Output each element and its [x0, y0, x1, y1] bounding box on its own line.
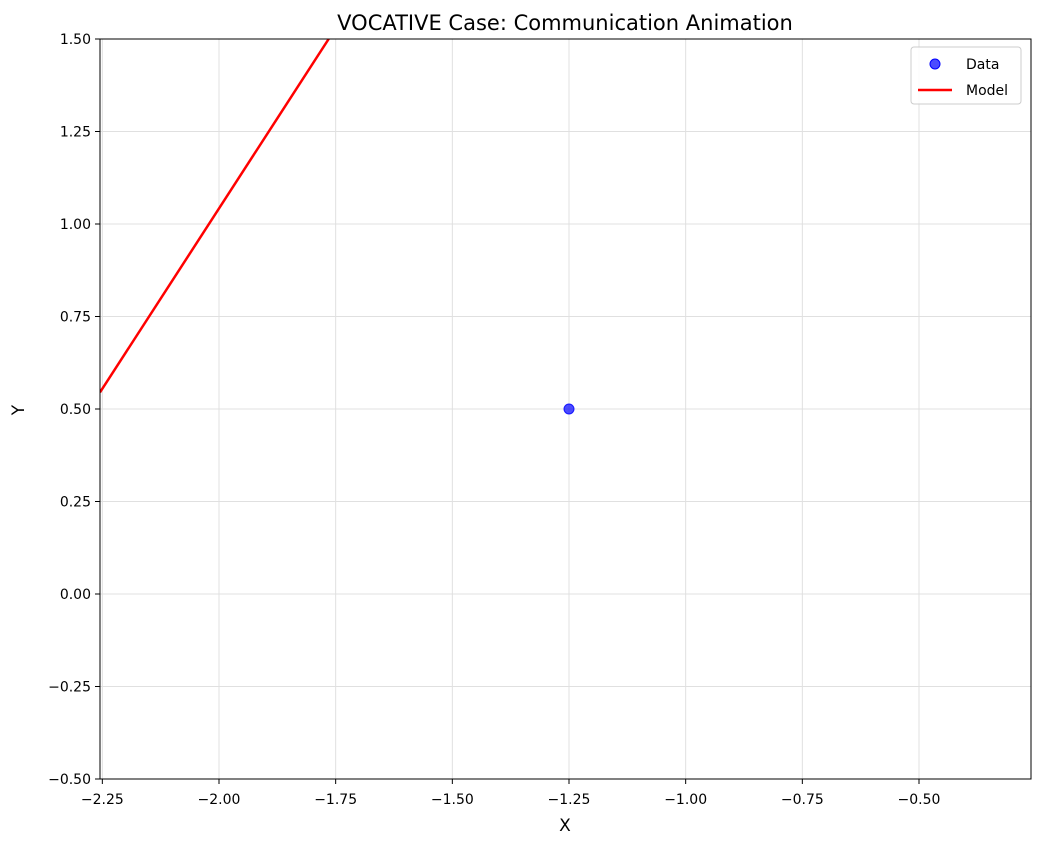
y-axis-title: Y — [9, 404, 29, 416]
x-tick-label: −1.75 — [314, 792, 357, 808]
y-tick-label: −0.50 — [48, 772, 91, 788]
legend: Data Model — [910, 46, 1022, 105]
model-line — [100, 39, 330, 394]
x-tick-label: −1.25 — [548, 792, 591, 808]
x-tick-label: −0.75 — [781, 792, 824, 808]
legend-label: Data — [966, 57, 999, 73]
legend-data-swatch — [929, 58, 941, 70]
y-tick-label: 1.00 — [60, 217, 91, 233]
x-tick-label: −2.00 — [198, 792, 241, 808]
x-tick-label: −0.50 — [898, 792, 941, 808]
chart-title: VOCATIVE Case: Communication Animation — [337, 11, 793, 35]
data-point — [563, 403, 575, 415]
ticks: −2.25 −2.00 −1.75 −1.50 −1.25 −1.00 −0.75 −0.50… — [48, 32, 940, 808]
y-tick-label: 0.75 — [60, 310, 91, 326]
x-tick-label: −1.00 — [664, 792, 707, 808]
y-tick-label: 0.00 — [60, 587, 91, 603]
x-tick-label: −2.25 — [81, 792, 124, 808]
plot-area — [100, 39, 575, 415]
y-tick-label: 1.50 — [60, 32, 91, 48]
plot-series-group — [100, 39, 575, 415]
x-tick-label: −1.50 — [431, 792, 474, 808]
x-axis-title: X — [559, 816, 571, 836]
y-tick-label: 1.25 — [60, 125, 91, 141]
y-tick-label: −0.25 — [48, 680, 91, 696]
y-tick-label: 0.25 — [60, 495, 91, 511]
y-tick-label: 0.50 — [60, 402, 91, 418]
legend-label: Model — [966, 83, 1008, 99]
